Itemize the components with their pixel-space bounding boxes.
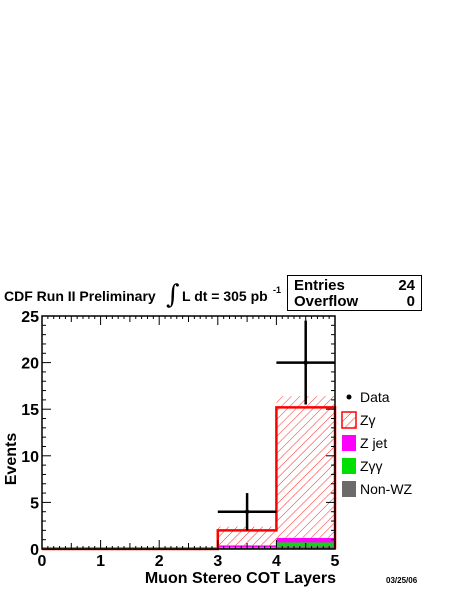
date-stamp: 03/25/06 <box>386 576 418 585</box>
legend-swatch <box>342 458 356 474</box>
x-tick-label: 0 <box>38 553 47 570</box>
chart-header: CDF Run II Preliminary <box>4 288 156 304</box>
y-axis-title: Events <box>3 433 20 486</box>
lumi-exponent: -1 <box>273 285 281 295</box>
x-tick-label: 2 <box>155 553 164 570</box>
legend-swatch <box>342 435 356 451</box>
stats-overflow-label: Overflow <box>294 293 359 310</box>
lumi-label: L dt = 305 pb <box>182 288 268 304</box>
bar-series2-2 <box>276 537 335 543</box>
x-axis-title: Muon Stereo COT Layers <box>145 570 336 587</box>
stats-entries-label: Entries <box>294 277 345 294</box>
data-point <box>244 509 250 514</box>
legend-zgamma-swatch <box>342 412 356 428</box>
y-tick-label: 20 <box>21 356 39 373</box>
legend-data-marker <box>346 394 352 400</box>
x-tick-label: 3 <box>213 553 222 570</box>
x-tick-label: 4 <box>272 553 281 570</box>
stats-entries-value: 24 <box>398 277 415 294</box>
data-point <box>303 360 308 365</box>
y-tick-label: 5 <box>30 495 39 512</box>
legend-label: Non-WZ <box>360 481 413 497</box>
legend-swatch <box>342 481 356 497</box>
y-tick-label: 0 <box>30 542 39 559</box>
legend-label: Zγ <box>360 412 376 428</box>
legend-label: Zγγ <box>360 458 383 474</box>
x-tick-label: 5 <box>331 553 340 570</box>
legend-label: Data <box>360 389 390 405</box>
stats-row-entries: Entries 24 <box>294 277 415 294</box>
integral-symbol: ∫ <box>166 280 180 310</box>
stats-box: Entries 24 Overflow 0 <box>287 275 422 311</box>
y-tick-label: 10 <box>21 449 39 466</box>
y-tick-label: 15 <box>21 402 39 419</box>
bar-zgamma-2 <box>276 396 335 538</box>
legend-label: Z jet <box>360 435 387 451</box>
y-tick-label: 25 <box>21 309 39 326</box>
x-tick-label: 1 <box>96 553 105 570</box>
stats-row-overflow: Overflow 0 <box>294 293 415 310</box>
stats-overflow-value: 0 <box>406 293 415 310</box>
